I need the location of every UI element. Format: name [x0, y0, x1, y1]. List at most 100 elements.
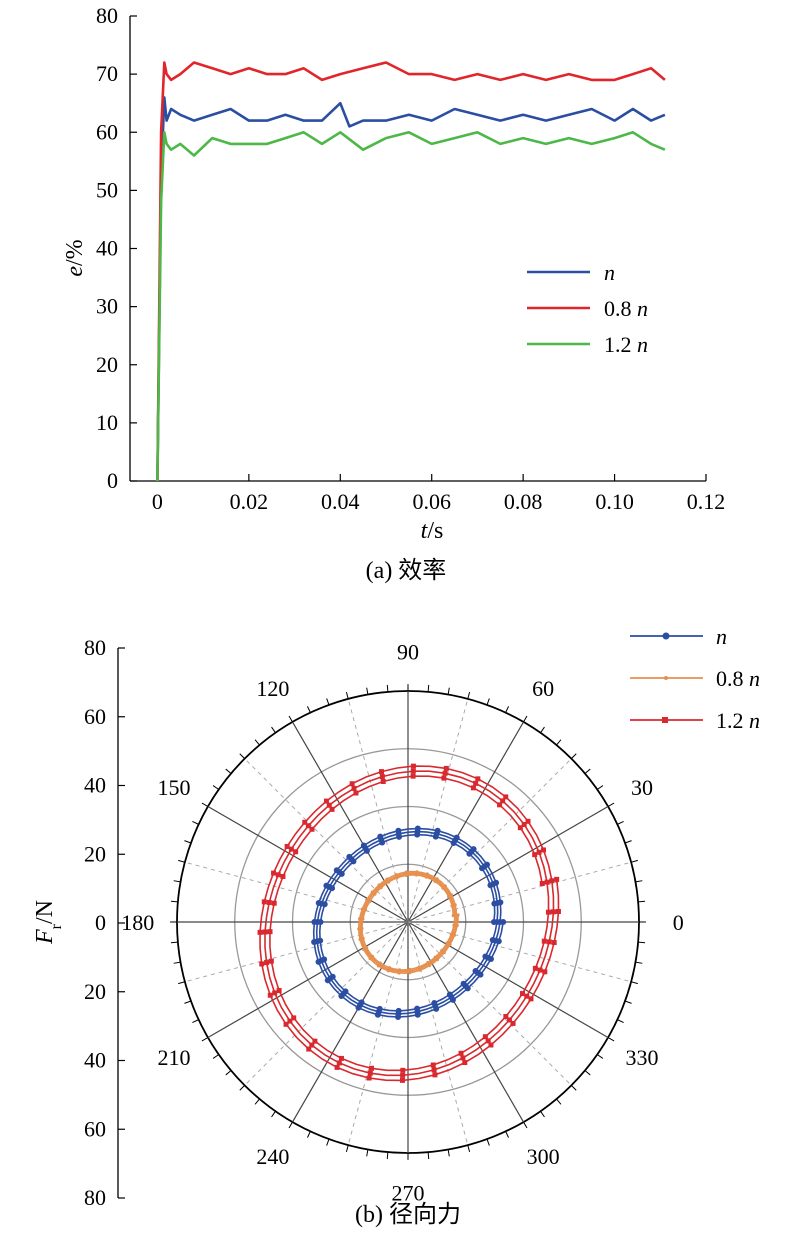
series-marker-2: [537, 967, 543, 973]
series-marker-2: [351, 785, 357, 791]
series-marker-2: [542, 969, 548, 975]
series-marker-0: [315, 900, 322, 907]
series-marker-2: [276, 988, 282, 994]
x-tick-label: 0.04: [321, 489, 360, 514]
y-tick-label: 80: [96, 3, 118, 28]
angle-label: 240: [256, 1144, 289, 1169]
series-marker-2: [500, 798, 506, 804]
polar-minor-tick: [467, 1144, 471, 1152]
series-marker-0: [324, 977, 331, 984]
series-marker-2: [525, 818, 531, 824]
radial-force-series: [257, 763, 561, 1083]
series-marker-1: [452, 933, 456, 937]
polar-minor-tick: [212, 1054, 220, 1059]
series-marker-0: [360, 842, 367, 849]
series-marker-2: [528, 996, 534, 1002]
series-marker-0: [493, 879, 500, 886]
polar-spoke: [207, 805, 409, 923]
series-marker-2: [549, 878, 555, 884]
polar-spoke: [407, 921, 572, 1086]
series-marker-2: [430, 1062, 436, 1068]
polar-spoke: [407, 861, 632, 923]
series-marker-1: [365, 898, 369, 902]
series-marker-0: [355, 1004, 362, 1011]
polar-minor-tick: [386, 1152, 389, 1160]
series-marker-2: [541, 938, 547, 944]
polar-spoke: [347, 698, 409, 923]
series-marker-0: [333, 867, 340, 874]
series-marker-2: [399, 1077, 405, 1083]
series-marker-2: [431, 1067, 437, 1073]
polar-minor-tick: [447, 687, 450, 695]
polar-spoke: [407, 921, 609, 1039]
polar-minor-tick: [271, 726, 276, 734]
series-marker-0: [311, 919, 318, 925]
series-marker-0: [487, 955, 494, 962]
series-marker-2: [506, 1017, 512, 1023]
series-marker-0: [434, 827, 441, 834]
polar-spoke: [207, 921, 409, 1039]
series-marker-2: [524, 993, 530, 999]
x-tick-label: 0.10: [595, 489, 634, 514]
polar-minor-tick: [178, 981, 186, 985]
polar-minor-tick: [635, 880, 643, 883]
angle-label: 0: [673, 910, 684, 935]
series-line-2: [156, 131, 666, 482]
polar-minor-tick: [624, 840, 632, 844]
polar-minor-tick: [505, 1131, 510, 1138]
series-line-1: [156, 61, 666, 482]
series-marker-0: [497, 899, 504, 906]
series-marker-1: [442, 950, 446, 955]
series-marker-0: [311, 938, 318, 945]
polar-minor-tick: [178, 859, 186, 863]
angle-label: 270: [392, 1180, 425, 1205]
polar-spoke: [407, 805, 609, 923]
polar-minor-tick: [523, 1121, 528, 1129]
polar-minor-tick: [617, 820, 624, 825]
series-marker-0: [374, 1011, 381, 1018]
polar-minor-tick: [467, 692, 471, 700]
series-marker-0: [395, 827, 402, 834]
series-marker-2: [488, 1042, 494, 1048]
series-marker-2: [259, 961, 265, 967]
x-tick-label: 0.06: [412, 489, 451, 514]
series-marker-1: [456, 913, 460, 917]
series-marker-2: [369, 1065, 375, 1071]
polar-spoke: [407, 698, 469, 923]
series-marker-2: [329, 806, 335, 812]
series-marker-2: [334, 1064, 340, 1070]
series-marker-1: [443, 884, 447, 888]
legend-marker-1: [664, 676, 668, 680]
polar-minor-tick: [192, 1019, 199, 1024]
polar-grid: [170, 684, 646, 1160]
radial-force-left-axis: 80 60 40 20 0 20 40 60 80: [84, 635, 125, 1210]
polar-spoke: [347, 921, 409, 1146]
series-marker-2: [458, 1050, 464, 1056]
polar-minor-tick: [170, 941, 178, 944]
series-marker-2: [550, 909, 556, 915]
polar-spoke: [407, 758, 572, 923]
series-marker-2: [541, 847, 547, 853]
series-marker-1: [357, 927, 361, 931]
series-marker-1: [368, 957, 372, 961]
series-marker-2: [309, 826, 315, 832]
polar-minor-tick: [254, 1098, 260, 1105]
series-marker-2: [378, 769, 384, 775]
series-marker-2: [517, 825, 523, 831]
series-marker-2: [503, 794, 509, 800]
left-tick-label: 80: [84, 635, 106, 660]
series-marker-1: [362, 947, 366, 952]
polar-minor-tick: [505, 706, 510, 713]
series-marker-2: [539, 881, 545, 887]
series-marker-2: [443, 765, 449, 771]
series-marker-1: [425, 872, 429, 876]
series-marker-2: [261, 899, 267, 905]
polar-spoke: [291, 921, 409, 1123]
polar-minor-tick: [184, 840, 192, 844]
polar-minor-tick: [184, 1000, 192, 1004]
polar-minor-tick: [630, 859, 638, 863]
polar-minor-tick: [607, 802, 615, 807]
x-tick-label: 0.12: [687, 489, 726, 514]
polar-minor-tick: [271, 1110, 276, 1118]
series-marker-0: [500, 919, 507, 925]
